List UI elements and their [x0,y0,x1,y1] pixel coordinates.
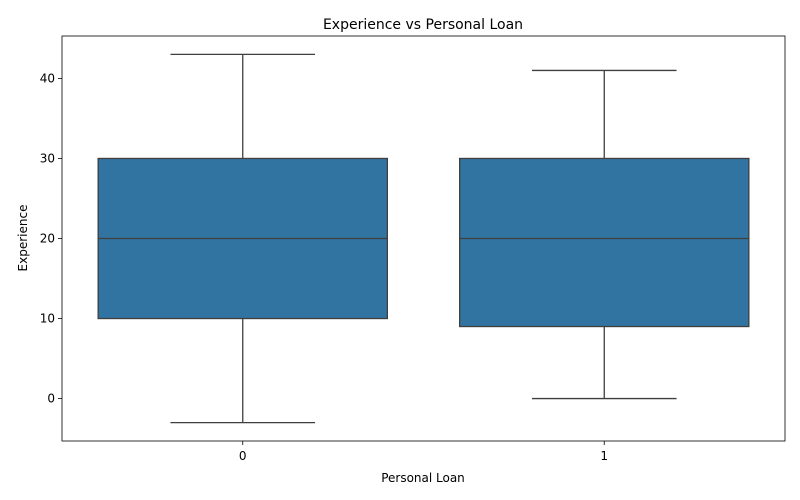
x-axis-label: Personal Loan [381,471,465,485]
box-group-1 [458,69,750,400]
y-tick-label: 40 [40,71,55,85]
box-group-0 [97,53,389,424]
chart-title: Experience vs Personal Loan [323,17,523,33]
y-tick-label: 20 [40,232,55,246]
y-tick-label: 10 [40,312,55,326]
y-tick-label: 30 [40,151,55,165]
x-tick-label: 0 [239,449,247,463]
y-axis: 0 10 20 30 40 [40,71,62,406]
y-tick-label: 0 [47,392,55,406]
x-tick-label: 1 [600,449,608,463]
y-axis-label: Experience [16,205,30,272]
iqr-box [458,157,750,328]
plot-area [97,53,750,424]
